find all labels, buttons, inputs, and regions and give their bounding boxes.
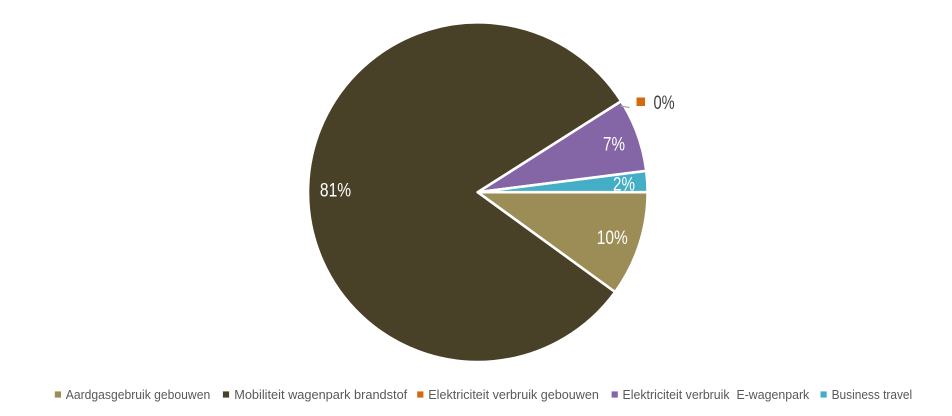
svg-text:7%: 7% (603, 133, 625, 155)
svg-text:2%: 2% (613, 173, 635, 195)
svg-text:10%: 10% (597, 226, 628, 248)
svg-text:Aardgasgebruik gebouwen: Aardgasgebruik gebouwen (66, 388, 211, 402)
svg-text:Business travel: Business travel (832, 388, 913, 402)
svg-text:81%: 81% (320, 179, 351, 201)
svg-text:0%: 0% (653, 92, 674, 113)
svg-text:Mobiliteit wagenpark brandstof: Mobiliteit wagenpark brandstof (234, 388, 408, 402)
svg-text:Elektriciteit verbruik gebouwe: Elektriciteit verbruik gebouwen (428, 388, 599, 402)
svg-text:Elektriciteit verbruik E-wage: Elektriciteit verbruik E-wagenpark (623, 388, 811, 402)
